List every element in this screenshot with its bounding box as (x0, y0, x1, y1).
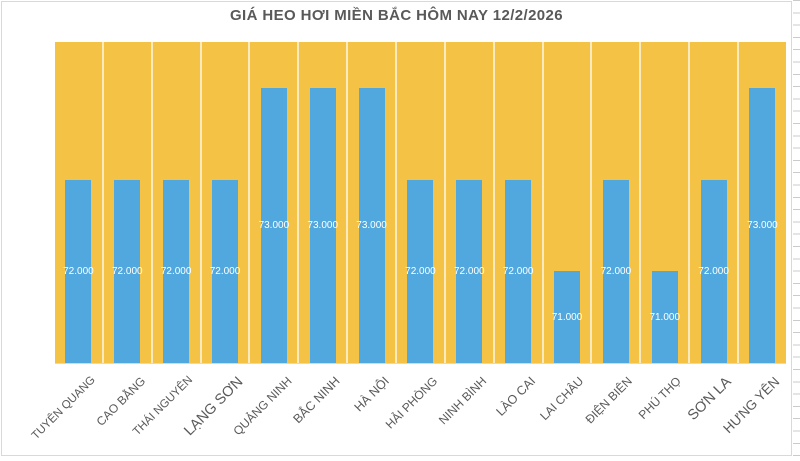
bar[interactable]: 73.000 (747, 87, 778, 363)
chart-column: 73.000 (248, 42, 297, 363)
category-label-cell: BẮC NINH (291, 364, 348, 458)
bar[interactable]: 72.000 (111, 179, 143, 363)
bar[interactable]: 71.000 (551, 271, 583, 363)
bar-value-label: 72.000 (698, 265, 729, 277)
bar[interactable]: 72.000 (405, 179, 436, 363)
category-label-cell: THÁI NGUYÊN (131, 364, 201, 458)
chart-column: 72.000 (395, 42, 444, 363)
bar[interactable]: 73.000 (258, 87, 290, 363)
bar-value-label: 73.000 (307, 219, 339, 231)
category-label-cell: HẢI PHÒNG (383, 364, 445, 458)
chart-column: 73.000 (297, 42, 346, 363)
category-label-cell: LÀO CAI (493, 364, 543, 458)
bar-value-label: 72.000 (209, 265, 241, 277)
category-label: HÀ NỘI (351, 374, 392, 415)
category-label-cell: CAO BẰNG (93, 364, 153, 458)
category-label: PHÚ THỌ (636, 374, 685, 422)
bar[interactable]: 73.000 (356, 87, 387, 363)
category-label: SƠN LA (684, 374, 735, 424)
category-label-cell: HƯNG YÊN (720, 364, 786, 458)
chart-column: 72.000 (101, 42, 151, 363)
category-label-cell: LAI CHÂU (538, 364, 591, 458)
bar[interactable]: 72.000 (209, 179, 241, 363)
category-label-cell: QUẢNG NINH (230, 364, 299, 458)
bar-value-label: 72.000 (405, 265, 436, 277)
bar-value-label: 73.000 (747, 219, 778, 231)
bar[interactable]: 72.000 (454, 179, 485, 363)
category-label: LÀO CAI (493, 374, 538, 419)
bar[interactable]: 73.000 (307, 87, 339, 363)
bar-value-label: 72.000 (600, 265, 632, 277)
category-label: BẮC NINH (290, 374, 343, 427)
chart-border (1, 1, 792, 456)
bar-value-label: 73.000 (356, 219, 387, 231)
spreadsheet-row-gridline-ticks (793, 0, 800, 461)
chart-column: 72.000 (55, 42, 102, 363)
bar-value-label: 72.000 (63, 265, 94, 277)
x-axis-labels: TUYÊN QUANG CAO BẰNG THÁI NGUYÊN LẠNG SƠN QU… (30, 364, 786, 458)
category-label-cell: PHÚ THỌ (636, 364, 689, 458)
category-label: ĐIỆN BIÊN (583, 374, 636, 427)
bar-value-label: 73.000 (258, 219, 290, 231)
chart-column: 72.000 (688, 42, 737, 363)
bar-value-label: 72.000 (454, 265, 485, 277)
bar[interactable]: 72.000 (600, 179, 632, 363)
chart-column: 73.000 (346, 42, 395, 363)
category-label-cell: LẠNG SƠN (182, 364, 250, 458)
chart-column: 73.000 (737, 42, 786, 363)
chart-column: 72.000 (199, 42, 249, 363)
category-label-cell: NINH BÌNH (436, 364, 494, 458)
chart-column: 72.000 (492, 42, 542, 363)
chart-column: 72.000 (443, 42, 493, 363)
bar-value-label: 72.000 (502, 265, 534, 277)
bar-value-label: 72.000 (111, 265, 143, 277)
category-label: LAI CHÂU (537, 374, 587, 424)
bar-value-label: 72.000 (160, 265, 192, 277)
category-label-cell: HÀ NỘI (347, 364, 396, 458)
chart-column: 71.000 (541, 42, 591, 363)
category-label-cell: TUYÊN QUANG (30, 364, 104, 458)
chart-column: 72.000 (590, 42, 639, 363)
bar-value-label: 71.000 (551, 311, 583, 323)
bar[interactable]: 72.000 (63, 179, 94, 363)
category-label-cell: SƠN LA (684, 364, 738, 458)
chart-column: 71.000 (639, 42, 688, 363)
plot-area: 72.000 72.000 72.000 72.000 73.000 73.000 73.0… (55, 42, 786, 364)
chart-title: GIÁ HEO HƠI MIỀN BẮC HÔM NAY 12/2/2026 (229, 7, 564, 24)
bar[interactable]: 72.000 (502, 179, 534, 363)
bar[interactable]: 71.000 (649, 271, 681, 363)
bar[interactable]: 72.000 (160, 179, 192, 363)
bar-value-label: 71.000 (649, 311, 681, 323)
chart-column: 72.000 (150, 42, 200, 363)
category-label-cell: ĐIỆN BIÊN (583, 364, 640, 458)
bar[interactable]: 72.000 (698, 179, 729, 363)
